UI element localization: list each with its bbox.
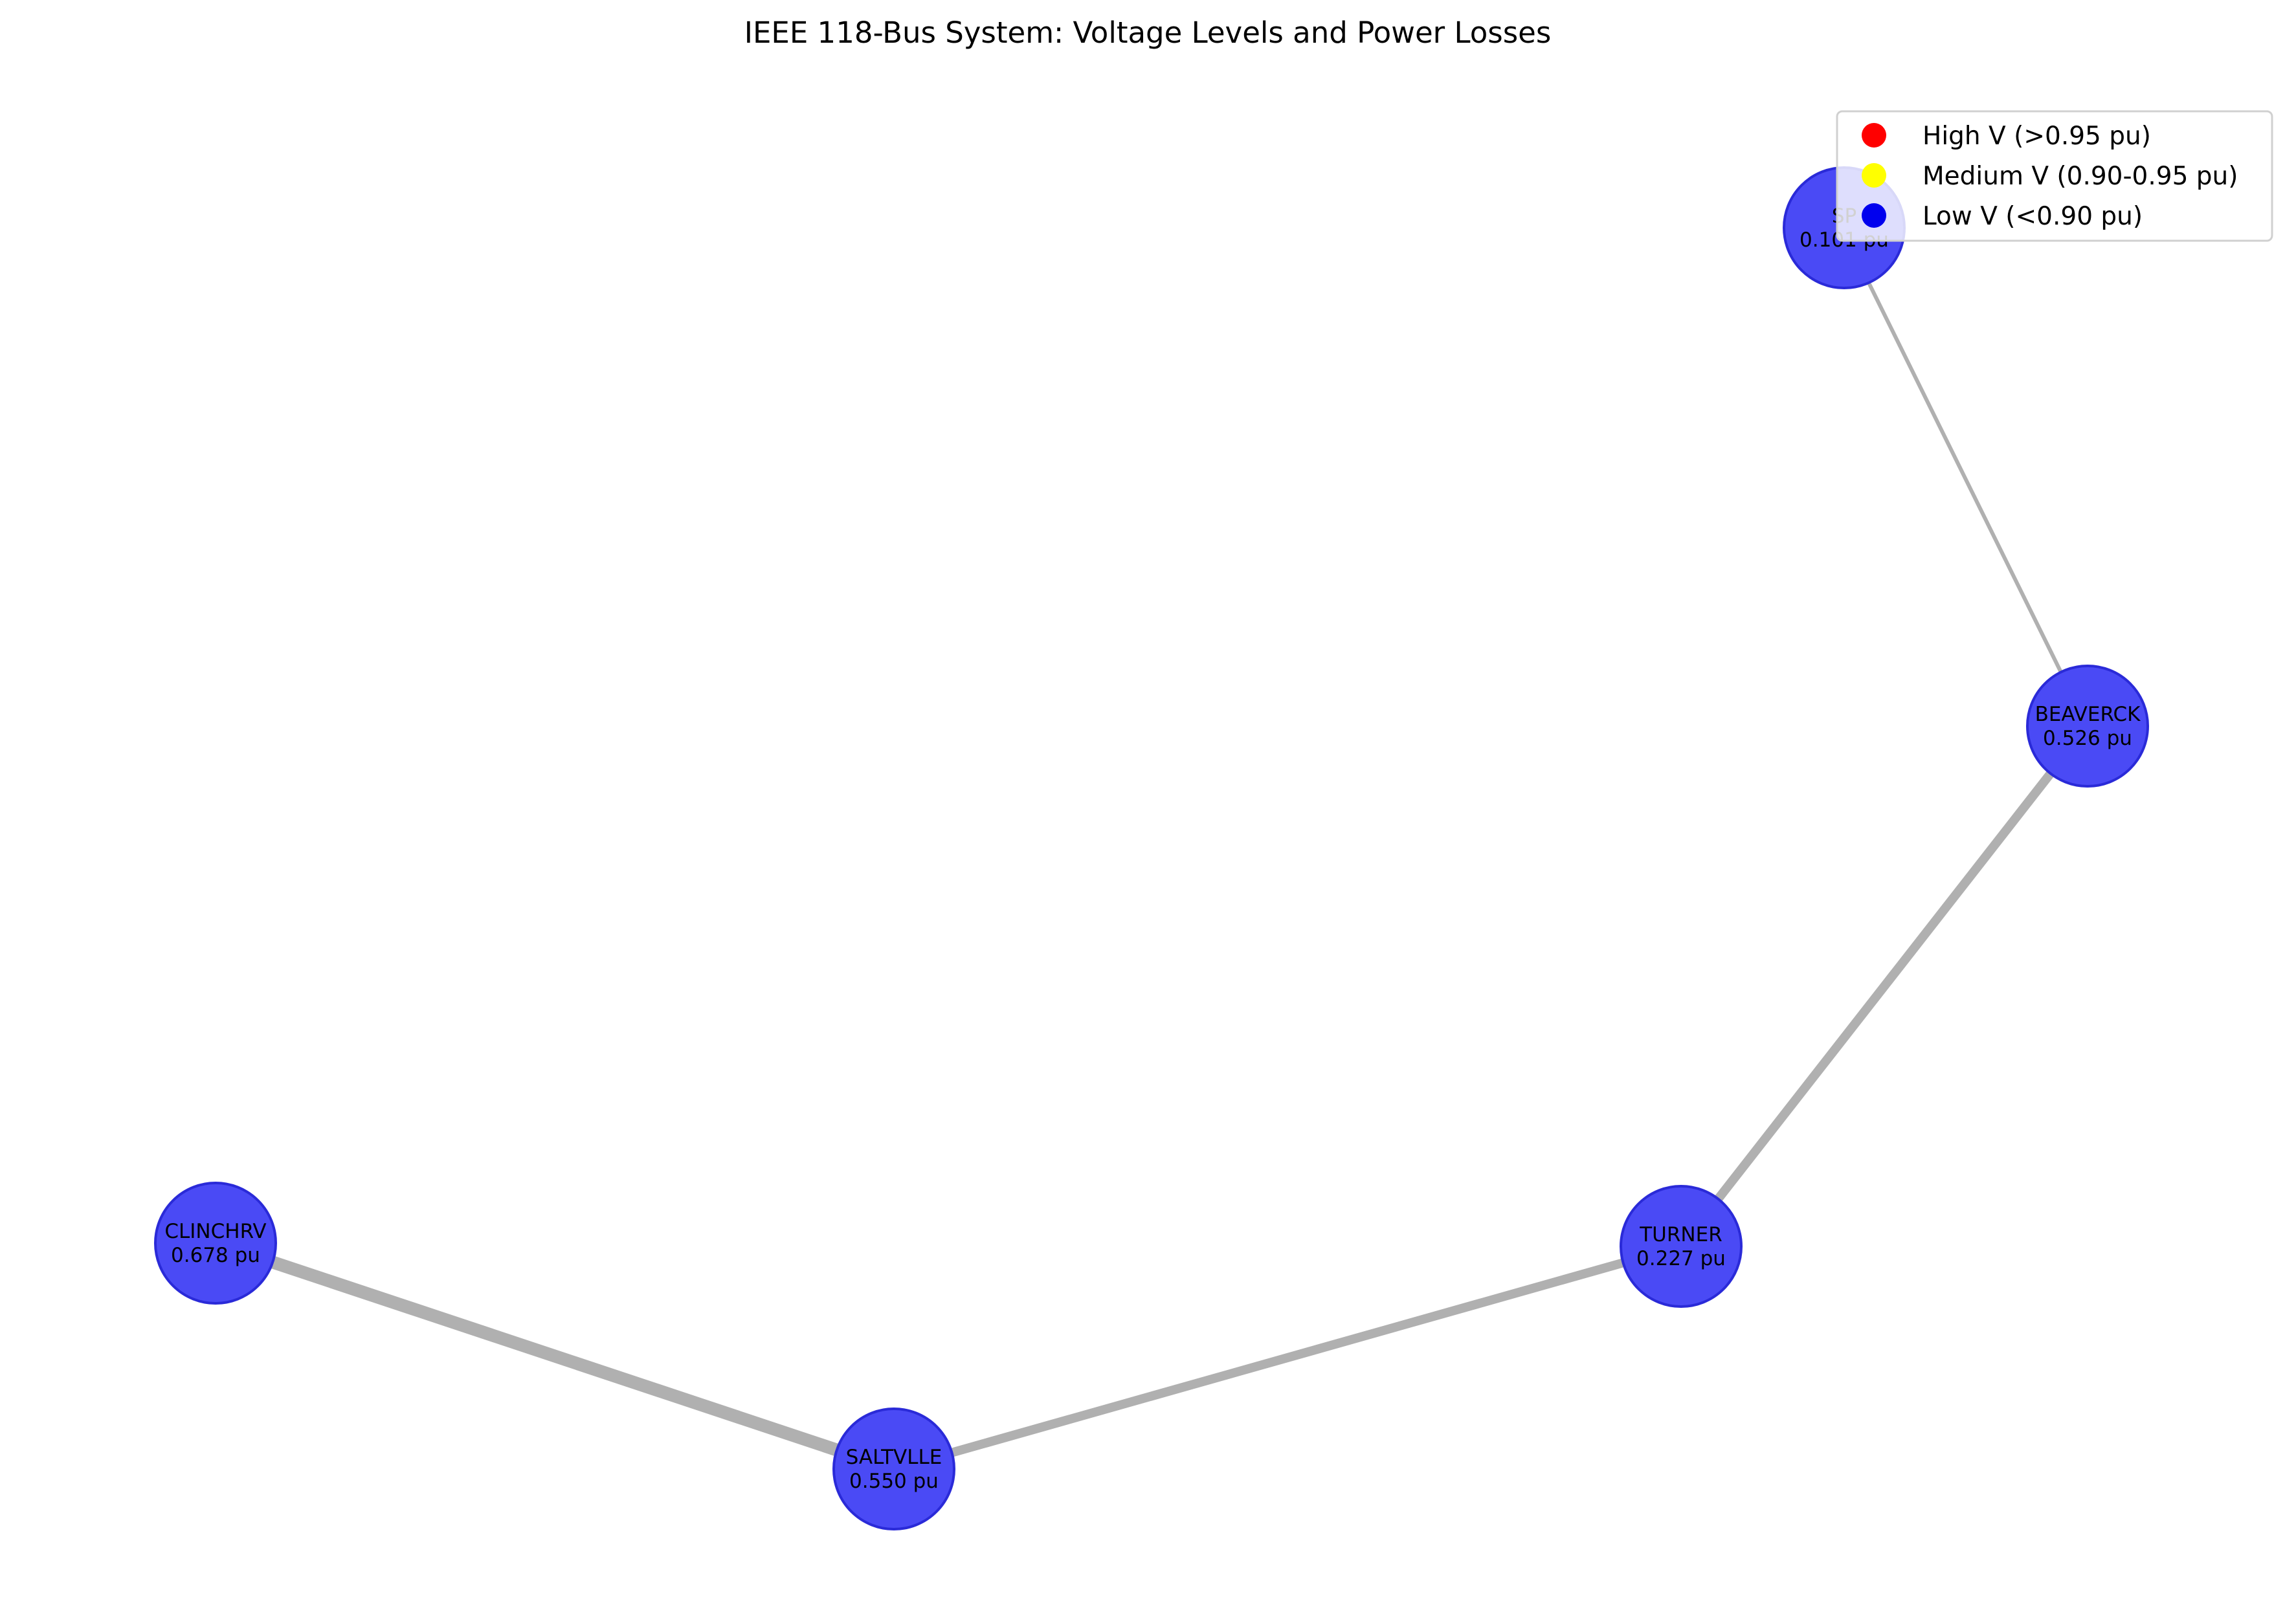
node-voltage: 0.227 pu [1636,1247,1726,1270]
diagram-title: IEEE 118-Bus System: Voltage Levels and … [744,16,1552,50]
legend-item-low: Low V (<0.90 pu) [1862,202,2143,231]
legend-box [1836,110,2273,242]
node-voltage: 0.678 pu [171,1244,260,1267]
node-circle [154,1182,277,1305]
legend-item-medium: Medium V (0.90-0.95 pu) [1862,162,2238,191]
legend-label-medium: Medium V (0.90-0.95 pu) [1923,162,2238,191]
node-voltage: 0.526 pu [2043,727,2132,750]
legend-marker-low [1862,203,1886,228]
node-name: TURNER [1639,1223,1722,1246]
legend-marker-high [1862,123,1886,148]
edge-spr-beaverck [1840,226,2090,727]
edge-layer [213,226,2091,1475]
edge-saltvlle-clinchrv [213,1237,897,1475]
edge-turner-saltvlle [893,1242,1682,1474]
node-circle [832,1408,955,1530]
node-voltage: 0.550 pu [849,1470,939,1493]
legend-label-low: Low V (<0.90 pu) [1923,202,2143,231]
node-layer: SP 0.101 pu BEAVERCK 0.526 pu TURNER 0.2… [154,166,2149,1530]
legend-label-high: High V (>0.95 pu) [1923,122,2151,151]
node-name: SALTVLLE [846,1446,942,1469]
node-circle [1620,1185,1743,1308]
node-clinchrv[interactable]: CLINCHRV 0.678 pu [154,1182,277,1305]
node-name: BEAVERCK [2035,703,2141,726]
node-circle [2026,665,2149,788]
edge-beaverck-turner [1677,723,2091,1250]
legend-marker-medium [1862,163,1886,188]
node-turner[interactable]: TURNER 0.227 pu [1620,1185,1743,1308]
legend: High V (>0.95 pu) Medium V (0.90-0.95 pu… [1836,110,2273,242]
node-name: CLINCHRV [164,1220,266,1243]
node-saltvlle[interactable]: SALTVLLE 0.550 pu [832,1408,955,1530]
legend-item-high: High V (>0.95 pu) [1862,122,2151,151]
node-beaverck[interactable]: BEAVERCK 0.526 pu [2026,665,2149,788]
